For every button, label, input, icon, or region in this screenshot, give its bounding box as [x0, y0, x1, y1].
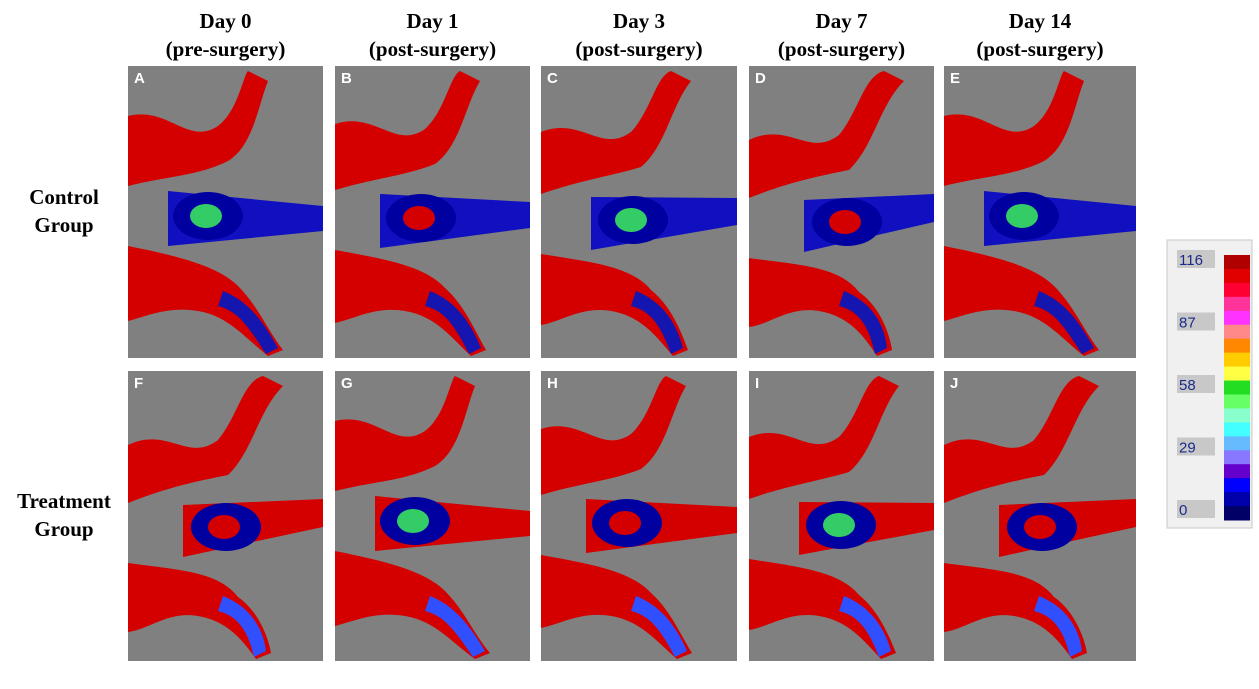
flow-region-mid — [403, 206, 435, 230]
flow-region-mid — [190, 204, 222, 228]
colorbar-tick-label: 87 — [1179, 315, 1196, 332]
panel-image: B — [335, 66, 530, 358]
panel-image: E — [944, 66, 1136, 358]
panel-image: C — [541, 66, 737, 358]
panel-image: I — [749, 371, 934, 661]
colorbar-swatch — [1224, 255, 1250, 269]
column-day: Day 0 — [200, 9, 252, 33]
flow-region-mid — [208, 515, 240, 539]
colorbar-swatch — [1224, 478, 1250, 492]
colorbar-swatch — [1224, 506, 1250, 520]
flow-region-mid — [1024, 515, 1056, 539]
column-day: Day 14 — [1009, 9, 1072, 33]
colorbar-tick-label: 116 — [1179, 252, 1203, 269]
column-phase: (post-surgery) — [369, 37, 496, 61]
colorbar-swatch — [1224, 464, 1250, 478]
flow-region-mid — [615, 208, 647, 232]
column-phase: (post-surgery) — [778, 37, 905, 61]
column-phase: (post-surgery) — [575, 37, 702, 61]
colorbar-tick-label: 58 — [1179, 377, 1196, 394]
colorbar-swatch — [1224, 297, 1250, 311]
panel-letter: I — [755, 375, 759, 392]
panel-letter: F — [134, 375, 143, 392]
colorbar-swatch — [1224, 339, 1250, 353]
panel-letter: E — [950, 70, 960, 87]
colorbar-tick-label: 29 — [1179, 440, 1196, 457]
row-label: Control — [29, 185, 99, 209]
panel-letter: C — [547, 70, 558, 87]
flow-region-mid — [829, 210, 861, 234]
colorbar-swatch — [1224, 408, 1250, 422]
column-phase: (pre-surgery) — [166, 37, 286, 61]
colorbar-swatch — [1224, 422, 1250, 436]
row-label: Group — [34, 517, 93, 541]
colorbar-swatch — [1224, 492, 1250, 506]
panel-letter: D — [755, 70, 766, 87]
column-day: Day 1 — [407, 9, 459, 33]
panel-image: J — [944, 371, 1136, 661]
colorbar-swatch — [1224, 367, 1250, 381]
row-label: Group — [34, 213, 93, 237]
panel-letter: H — [547, 375, 558, 392]
colorbar-swatch — [1224, 381, 1250, 395]
panel-letter: A — [134, 70, 145, 87]
flow-region-mid — [823, 513, 855, 537]
panel-letter: G — [341, 375, 353, 392]
column-phase: (post-surgery) — [976, 37, 1103, 61]
panel-image: G — [335, 371, 530, 661]
colorbar-swatch — [1224, 325, 1250, 339]
colorbar-swatch — [1224, 436, 1250, 450]
colorbar-swatch — [1224, 450, 1250, 464]
panel-image: F — [128, 371, 323, 661]
panel-image: A — [128, 66, 323, 358]
column-day: Day 3 — [613, 9, 665, 33]
flow-region-mid — [1006, 204, 1038, 228]
flow-region-mid — [397, 509, 429, 533]
colorbar-swatch — [1224, 394, 1250, 408]
column-day: Day 7 — [816, 9, 868, 33]
colorbar-swatch — [1224, 269, 1250, 283]
panel-letter: J — [950, 375, 958, 392]
colorbar-swatch — [1224, 311, 1250, 325]
figure: Day 0 (pre-surgery) Day 1 (post-surgery) Day… — [0, 0, 1259, 689]
panel-image: H — [541, 371, 737, 661]
colorbar-tick-label: 0 — [1179, 502, 1187, 519]
colorbar-swatch — [1224, 353, 1250, 367]
panel-letter: B — [341, 70, 352, 87]
colorbar-swatch — [1224, 283, 1250, 297]
flow-region-mid — [609, 511, 641, 535]
panel-image: D — [749, 66, 934, 358]
row-label: Treatment — [17, 489, 111, 513]
